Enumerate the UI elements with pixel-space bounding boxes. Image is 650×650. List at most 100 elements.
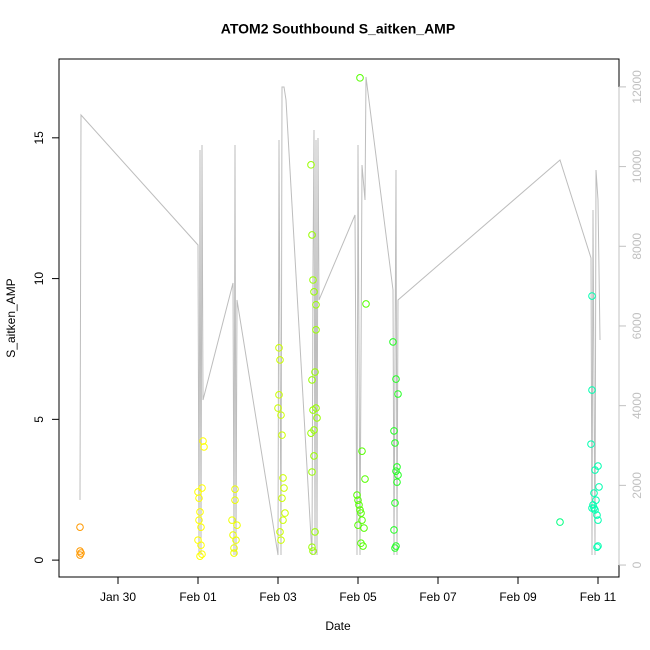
- data-point: [308, 231, 316, 239]
- data-point: [360, 524, 368, 532]
- data-point: [231, 485, 239, 493]
- data-point: [356, 506, 364, 514]
- data-point: [279, 516, 287, 524]
- data-point: [309, 276, 317, 284]
- data-point: [230, 549, 238, 557]
- y2-tick-label: 8000: [630, 233, 644, 260]
- data-point: [594, 516, 602, 524]
- data-point: [308, 468, 316, 476]
- data-point: [391, 439, 399, 447]
- x-tick-label: Feb 09: [499, 590, 537, 604]
- data-point: [593, 543, 601, 551]
- data-point: [310, 288, 318, 296]
- y2-tick-label: 0: [630, 561, 644, 568]
- data-point: [587, 440, 595, 448]
- y2-tick-label: 2000: [630, 472, 644, 499]
- data-point: [230, 544, 238, 552]
- y2-tick-label: 4000: [630, 392, 644, 419]
- data-point: [274, 404, 282, 412]
- data-point: [312, 300, 320, 309]
- data-point: [200, 443, 208, 451]
- data-point: [199, 437, 207, 445]
- data-point: [275, 391, 283, 399]
- data-point: [308, 376, 316, 384]
- data-point: [590, 489, 598, 497]
- data-point: [392, 467, 400, 475]
- data-point: [310, 452, 318, 460]
- data-point: [312, 404, 320, 412]
- data-point: [277, 536, 285, 544]
- data-point: [595, 483, 603, 491]
- data-point: [313, 414, 321, 422]
- data-point: [311, 528, 319, 536]
- data-point: [195, 494, 203, 502]
- data-point: [275, 344, 283, 352]
- x-tick-label: Feb 07: [419, 590, 457, 604]
- data-point: [76, 523, 84, 531]
- data-point: [196, 508, 204, 516]
- data-point: [361, 475, 369, 483]
- series-line: [79, 76, 601, 556]
- data-point: [590, 504, 598, 512]
- data-point: [359, 542, 367, 550]
- data-point: [280, 484, 288, 492]
- data-point: [312, 326, 320, 334]
- y-tick-label: 15: [32, 131, 46, 145]
- data-point: [196, 552, 204, 560]
- data-point: [391, 499, 399, 507]
- data-point: [309, 547, 317, 555]
- data-point: [589, 501, 597, 509]
- data-point: [194, 536, 202, 544]
- data-point: [357, 509, 365, 517]
- data-point: [593, 511, 601, 519]
- x-tick-label: Feb 11: [580, 590, 617, 604]
- data-point: [278, 431, 286, 439]
- data-point: [231, 496, 239, 504]
- data-point: [198, 550, 206, 558]
- data-point: [228, 516, 236, 524]
- y2-tick-label: 6000: [630, 312, 644, 339]
- chart-title: ATOM2 Southbound S_aitken_AMP: [221, 21, 455, 37]
- data-point: [588, 386, 596, 394]
- data-point: [392, 375, 400, 383]
- data-point: [233, 521, 241, 530]
- data-point: [311, 368, 319, 376]
- data-point: [354, 496, 362, 504]
- data-point: [354, 521, 362, 530]
- data-point: [394, 390, 402, 398]
- data-point: [591, 466, 599, 474]
- x-tick-label: Feb 05: [339, 590, 377, 604]
- data-point: [76, 551, 84, 559]
- data-point: [232, 536, 240, 544]
- data-point: [362, 300, 370, 308]
- y-tick-label: 0: [32, 556, 46, 563]
- y2-tick-label: 10000: [630, 150, 644, 184]
- data-point: [276, 528, 284, 536]
- data-point: [279, 474, 287, 482]
- data-point: [355, 501, 363, 509]
- data-point: [278, 494, 286, 502]
- x-tick-label: Feb 01: [179, 590, 217, 604]
- y-tick-label: 10: [32, 272, 46, 286]
- data-point: [307, 161, 315, 169]
- data-point: [198, 484, 206, 492]
- data-point: [197, 523, 205, 531]
- data-point: [276, 356, 284, 364]
- data-point: [393, 478, 401, 486]
- data-point: [277, 411, 285, 419]
- data-point: [308, 543, 316, 551]
- data-point: [281, 509, 289, 517]
- data-point: [358, 447, 366, 455]
- data-point: [393, 463, 401, 471]
- data-point: [594, 542, 602, 550]
- x-tick-label: Feb 03: [259, 590, 297, 604]
- y-tick-label: 5: [32, 416, 46, 423]
- data-point: [389, 338, 397, 346]
- data-point: [307, 429, 315, 437]
- data-point: [356, 74, 364, 82]
- data-point: [390, 427, 398, 435]
- y2-tick-label: 12000: [630, 70, 644, 104]
- data-point: [394, 471, 402, 479]
